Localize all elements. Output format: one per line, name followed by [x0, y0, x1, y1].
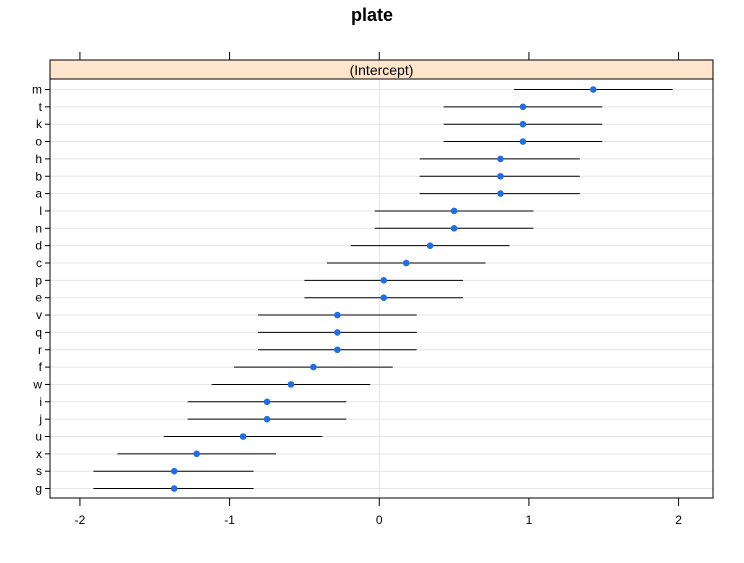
estimate-point-m [589, 86, 597, 93]
y-tick-label-m: m [32, 83, 42, 97]
estimate-point-a [497, 190, 504, 197]
estimate-point-f [310, 363, 317, 371]
estimate-point-q [334, 329, 341, 336]
grid-lines [50, 79, 713, 498]
estimate-point-r [334, 346, 341, 354]
estimate-point-k [519, 120, 527, 128]
y-tick-label-i: i [39, 395, 42, 409]
y-tick-label-n: n [35, 221, 42, 235]
x-tick-label: -1 [224, 513, 235, 527]
estimate-point-e [380, 294, 388, 302]
y-tick-label-v: v [36, 308, 42, 322]
y-tick-label-o: o [35, 135, 42, 149]
y-tick-label-g: g [35, 482, 42, 496]
y-tick-label-d: d [35, 239, 42, 253]
plot-panel [49, 78, 714, 499]
estimate-points [170, 86, 597, 492]
estimate-point-g [170, 485, 178, 492]
estimate-point-i [263, 398, 271, 406]
estimate-point-p [380, 277, 388, 284]
estimate-point-o [519, 138, 527, 145]
x-tick-label: 0 [376, 513, 383, 527]
y-axis-ticks [45, 89, 50, 490]
y-tick-label-b: b [35, 169, 42, 183]
y-tick-label-k: k [36, 117, 43, 131]
y-tick-label-r: r [38, 343, 42, 357]
estimate-point-t [519, 103, 527, 111]
y-tick-label-c: c [36, 256, 42, 270]
estimate-point-x [193, 450, 200, 458]
y-tick-label-w: w [32, 377, 42, 391]
x-tick-label: 1 [526, 513, 533, 527]
chart-title: plate [351, 5, 393, 25]
y-tick-label-e: e [35, 291, 42, 305]
x-tick-label: -2 [75, 513, 86, 527]
y-tick-label-f: f [39, 360, 43, 374]
estimate-point-w [287, 381, 295, 388]
x-tick-label: 2 [675, 513, 682, 527]
y-tick-label-p: p [35, 273, 42, 287]
estimate-point-v [334, 311, 341, 319]
estimate-point-b [497, 172, 504, 180]
x-axis-ticks [79, 498, 680, 506]
panel-strip-label: (Intercept) [350, 62, 414, 78]
y-tick-label-s: s [36, 464, 42, 478]
estimate-point-s [170, 467, 178, 475]
estimate-point-d [426, 242, 434, 249]
y-tick-label-l: l [39, 204, 42, 218]
estimate-point-h [497, 155, 504, 163]
y-tick-label-h: h [35, 152, 42, 166]
estimate-point-c [402, 259, 410, 267]
y-tick-label-x: x [36, 447, 42, 461]
x-axis-labels: -2 -1 0 1 2 [75, 513, 683, 527]
y-tick-label-j: j [38, 412, 42, 426]
estimate-point-u [239, 433, 247, 440]
top-axis-ticks [79, 52, 680, 60]
y-tick-label-q: q [35, 325, 42, 339]
estimate-point-n [450, 225, 458, 232]
y-tick-label-u: u [35, 430, 42, 444]
estimate-point-l [450, 207, 458, 215]
interval-lines [93, 89, 673, 490]
estimate-point-j [263, 415, 271, 423]
y-tick-label-a: a [35, 187, 42, 201]
y-tick-label-t: t [39, 100, 43, 114]
